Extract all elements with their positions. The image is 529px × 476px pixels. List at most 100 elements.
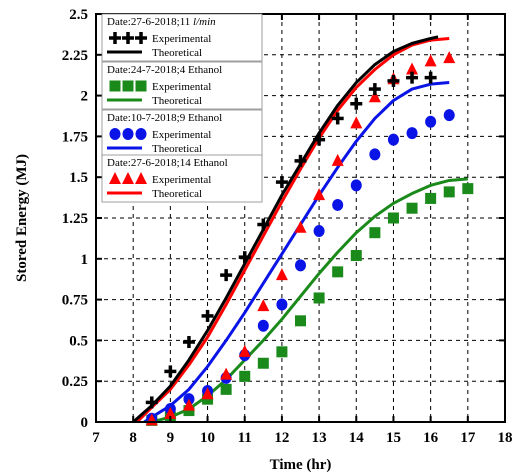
x-tick-label: 17 [460, 430, 476, 446]
data-point [332, 198, 344, 211]
data-point [257, 218, 270, 231]
legend-marker [122, 32, 134, 44]
data-point [257, 299, 270, 312]
y-tick-label: 1 [81, 252, 89, 268]
data-point [387, 212, 399, 224]
data-point [369, 227, 381, 239]
legend-experimental-label: Experimental [152, 174, 211, 186]
data-point [257, 357, 269, 369]
data-point [145, 396, 158, 409]
axis-ticks: 7 8 9 10 11 12 13 14 15 16 17 18 0 0.25 0.5 0.75 1 1.25 1.… [62, 7, 513, 446]
experimental-series [145, 71, 437, 409]
data-point [313, 133, 326, 146]
legend-marker [135, 32, 147, 44]
data-point [350, 116, 363, 129]
data-point [406, 202, 418, 214]
legend-marker [122, 128, 134, 140]
y-tick-label: 2.25 [62, 48, 88, 64]
legend-group: Date:27-6-2018;14 Ethanol Experimental The… [101, 154, 263, 203]
legend-theoretical-label: Theoretical [152, 188, 202, 200]
data-point [425, 115, 437, 128]
data-point [182, 336, 195, 349]
data-point [313, 292, 325, 304]
legend-group: Date:10-7-2018;9 Ethanol Experimental Theo… [101, 109, 263, 158]
x-tick-label: 10 [200, 430, 215, 446]
data-point [239, 370, 251, 382]
x-tick-label: 18 [498, 430, 513, 446]
x-tick-label: 15 [386, 430, 401, 446]
legend-group: Date:27-6-2018;11 l/min Experimental Theor… [101, 13, 263, 62]
legend-marker [109, 80, 121, 92]
data-point [220, 269, 233, 282]
data-point [406, 62, 419, 75]
data-point [387, 74, 400, 87]
data-point [424, 71, 437, 84]
data-point [331, 112, 344, 125]
data-point [443, 51, 456, 64]
y-axis-title: Stored Energy (MJ) [14, 154, 30, 282]
y-tick-label: 2.5 [69, 7, 88, 23]
legend-theoretical-label: Theoretical [152, 95, 202, 107]
data-point [275, 268, 288, 281]
experimental-series [145, 51, 456, 426]
y-tick-label: 1.75 [62, 129, 88, 145]
y-tick-label: 0.75 [62, 293, 88, 309]
data-point [331, 153, 344, 166]
legend-theoretical-label: Theoretical [152, 143, 202, 155]
legend-marker [109, 172, 121, 184]
data-point [201, 309, 214, 322]
data-point [369, 148, 381, 161]
x-tick-label: 12 [274, 430, 289, 446]
data-point [368, 83, 381, 96]
x-tick-label: 7 [92, 430, 100, 446]
legend-theoretical-label: Theoretical [152, 47, 202, 59]
data-point [220, 367, 233, 380]
data-point [332, 266, 344, 278]
data-point [201, 387, 214, 400]
data-point [406, 127, 418, 140]
data-point [406, 71, 419, 84]
legend-marker [135, 128, 147, 140]
data-point [443, 109, 455, 122]
legend-marker [122, 80, 134, 92]
data-point [220, 383, 232, 395]
data-point [313, 225, 325, 238]
y-tick-label: 0.25 [62, 374, 88, 390]
data-point [462, 183, 474, 195]
theoretical-line [135, 36, 450, 424]
legend-marker [109, 32, 121, 44]
data-point [350, 179, 362, 192]
legend-experimental-label: Experimental [152, 33, 211, 45]
x-tick-label: 16 [423, 430, 439, 446]
y-tick-label: 0.5 [69, 333, 88, 349]
theoretical-line [143, 81, 450, 424]
data-point [238, 344, 251, 357]
x-axis-title: Time (hr) [270, 457, 332, 473]
data-point [257, 319, 269, 332]
y-tick-label: 1.25 [62, 211, 88, 227]
data-point [294, 154, 307, 167]
y-tick-label: 1.5 [69, 170, 88, 186]
data-point [350, 250, 362, 262]
data-point [164, 365, 177, 378]
legend-title: Date:24-7-2018;4 Ethanol [107, 64, 222, 76]
data-point [313, 188, 326, 201]
data-point [368, 90, 381, 103]
legend-title: Date:27-6-2018;14 Ethanol [107, 157, 228, 169]
y-tick-label: 0 [81, 415, 89, 431]
legend-title: Date:27-6-2018;11 l/min [107, 16, 216, 28]
data-point [276, 298, 288, 311]
data-point [424, 54, 437, 67]
data-point [294, 220, 307, 233]
legend-marker [122, 172, 134, 184]
data-point [238, 251, 251, 264]
legend-group: Date:24-7-2018;4 Ethanol Experimental Theo… [101, 61, 263, 110]
x-tick-label: 8 [129, 430, 137, 446]
x-tick-label: 9 [167, 430, 175, 446]
legend-marker [135, 80, 147, 92]
legend-marker [109, 128, 121, 140]
data-point [295, 259, 306, 272]
x-tick-label: 11 [238, 430, 252, 446]
x-tick-label: 13 [312, 430, 327, 446]
